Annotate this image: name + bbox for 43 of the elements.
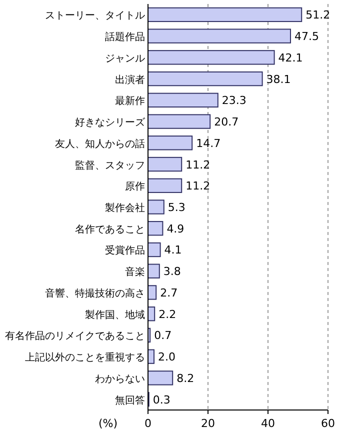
- data-label: 42.1: [278, 51, 303, 64]
- data-label: 8.2: [176, 372, 194, 385]
- data-label: 5.3: [168, 201, 186, 214]
- y-tick-label: 無回答: [115, 394, 145, 406]
- data-label: 11.2: [186, 158, 210, 172]
- data-label: 4.1: [164, 244, 182, 257]
- data-label: 11.2: [186, 180, 210, 193]
- y-tick-label: 友人、知人からの話: [55, 138, 145, 150]
- y-tick-label: 監督、スタッフ: [75, 159, 145, 172]
- x-tick-label: 40: [261, 417, 275, 430]
- data-label: 47.5: [294, 30, 319, 44]
- y-tick-label: ジャンル: [105, 53, 145, 64]
- y-tick-label: わからない: [95, 374, 145, 385]
- y-tick-label: 上記以外のことを重視する: [25, 352, 145, 364]
- y-tick-label: 有名作品のリメイクであること: [5, 330, 145, 342]
- data-label: 0.3: [152, 393, 170, 406]
- y-tick-label: 受賞作品: [105, 244, 145, 257]
- data-label: 3.8: [163, 265, 181, 278]
- data-label: 2.7: [160, 286, 178, 300]
- y-tick-label: 原作: [125, 182, 145, 193]
- data-label: 20.7: [214, 116, 239, 129]
- data-label: 2.0: [158, 350, 176, 364]
- x-tick-label: 60: [321, 417, 335, 430]
- data-label: 23.3: [222, 94, 246, 108]
- data-label: 51.2: [306, 8, 330, 22]
- y-tick-label: 製作国、地域: [85, 308, 145, 321]
- data-label: 2.2: [158, 308, 176, 321]
- y-tick-label: 出演者: [115, 74, 145, 86]
- x-tick-label: 20: [201, 417, 215, 430]
- y-tick-label: ストーリー、タイトル: [45, 10, 145, 22]
- x-axis-title: (%): [98, 417, 118, 430]
- data-label: 14.7: [196, 136, 221, 150]
- y-tick-label: 名作であること: [75, 223, 145, 236]
- data-label: 0.7: [154, 329, 172, 342]
- y-tick-label: 話題作品: [105, 31, 145, 44]
- y-tick-label: 最新作: [115, 95, 145, 108]
- y-tick-label: 音響、特撮技術の高さ: [45, 287, 145, 300]
- y-tick-label: 音楽: [125, 266, 145, 278]
- data-label: 4.9: [166, 222, 184, 236]
- y-tick-label: 好きなシリーズ: [75, 116, 146, 129]
- y-tick-label: 製作会社: [105, 202, 145, 214]
- x-tick-label: 0: [144, 417, 152, 430]
- data-label: 38.1: [266, 72, 291, 86]
